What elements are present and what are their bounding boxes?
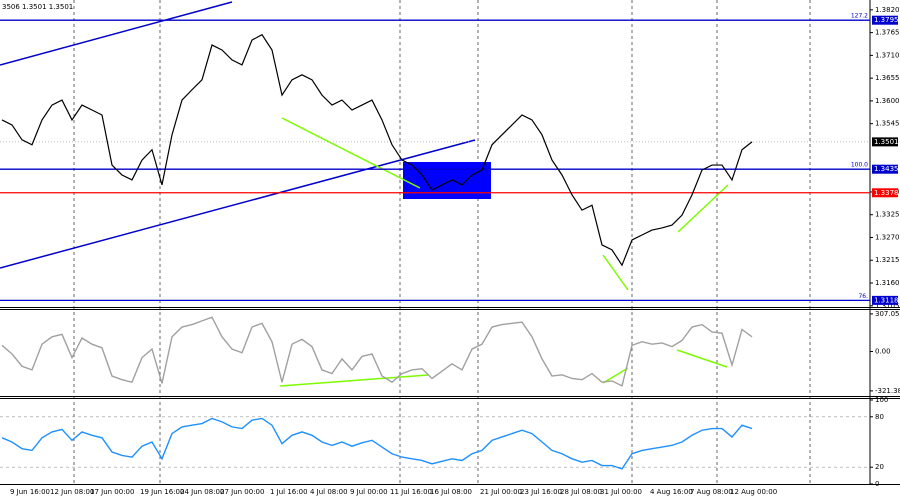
- x-tick-label: 4 Aug 16:00: [650, 488, 693, 496]
- divergence-line: [676, 349, 728, 368]
- y-tick-label: 0.00: [875, 348, 891, 356]
- x-tick-label: 9 Jun 16:00: [10, 488, 50, 496]
- time-separators: [73, 0, 811, 484]
- x-tick-label: 28 Jul 08:00: [560, 488, 602, 496]
- x-tick-label: 21 Jul 00:00: [480, 488, 522, 496]
- x-tick-label: 9 Jul 00:00: [350, 488, 388, 496]
- x-tick-label: 31 Jul 00:00: [600, 488, 642, 496]
- y-tick-label: -321.389: [875, 387, 900, 395]
- y-tick-label: 1.3105: [875, 302, 900, 310]
- y-tick-label: 1.3765: [875, 29, 900, 37]
- header: 3506 1.3501 1.3501: [2, 3, 73, 11]
- x-tick-label: 23 Jul 16:00: [520, 488, 562, 496]
- level-label: 1.3118: [874, 296, 899, 304]
- y-tick-label: 20: [875, 463, 884, 471]
- y-tick-label: 1.3545: [875, 120, 900, 128]
- x-tick-label: 24 Jun 08:00: [180, 488, 224, 496]
- zone-box: [403, 162, 491, 199]
- x-tick-label: 27 Jun 00:00: [220, 488, 264, 496]
- x-tick-label: 1 Jul 16:00: [270, 488, 308, 496]
- series-line: [1, 417, 753, 470]
- divergence-line: [279, 374, 429, 387]
- y-tick-label: 1.3160: [875, 279, 900, 287]
- level-label: 1.3795: [874, 16, 899, 24]
- level-label-box: [872, 137, 898, 147]
- y-tick-label: 0: [875, 480, 879, 488]
- level-label: 1.3501: [874, 138, 899, 146]
- y-tick-label: 80: [875, 413, 884, 421]
- fib-label: 76.: [858, 293, 868, 300]
- y-tick-label: 100: [875, 396, 888, 404]
- panel-frames: [0, 0, 900, 485]
- y-tick-label: 1.3270: [875, 233, 900, 241]
- y-tick-label: 1.3655: [875, 74, 900, 82]
- y-tick-label: 1.3710: [875, 51, 900, 59]
- level-label-box: [872, 188, 898, 198]
- channel-line: [0, 139, 476, 269]
- x-tick-label: 19 Jun 16:00: [140, 488, 184, 496]
- divergence-line: [602, 254, 629, 291]
- y-tick-label: 1.3820: [875, 6, 900, 14]
- series-line: [1, 316, 753, 387]
- divergence-line: [602, 367, 629, 384]
- y-tick-label: 1.3215: [875, 256, 900, 264]
- series-line: [1, 33, 753, 267]
- fib-label: 127.2: [851, 13, 868, 20]
- y-tick-label: 1.3600: [875, 97, 900, 105]
- level-label-box: [872, 295, 898, 305]
- x-tick-label: 17 Jun 00:00: [90, 488, 134, 496]
- y-tick-label: 307.0503: [875, 310, 900, 318]
- level-label-box: [872, 164, 898, 174]
- y-tick-label: 1.3325: [875, 211, 900, 219]
- fib-label: 100.0: [851, 162, 868, 169]
- x-tick-label: 12 Aug 00:00: [730, 488, 777, 496]
- x-tick-label: 16 Jul 08:00: [430, 488, 472, 496]
- divergence-line: [281, 117, 421, 189]
- x-tick-label: 11 Jul 16:00: [390, 488, 432, 496]
- x-tick-label: 4 Jul 08:00: [310, 488, 348, 496]
- x-tick-label: 7 Aug 08:00: [690, 488, 733, 496]
- level-label: 1.3378: [874, 189, 899, 197]
- x-tick-label: 12 Jun 08:00: [50, 488, 94, 496]
- level-label-box: [872, 15, 898, 25]
- channel-line: [0, 1, 233, 66]
- level-label: 1.3435: [874, 165, 899, 173]
